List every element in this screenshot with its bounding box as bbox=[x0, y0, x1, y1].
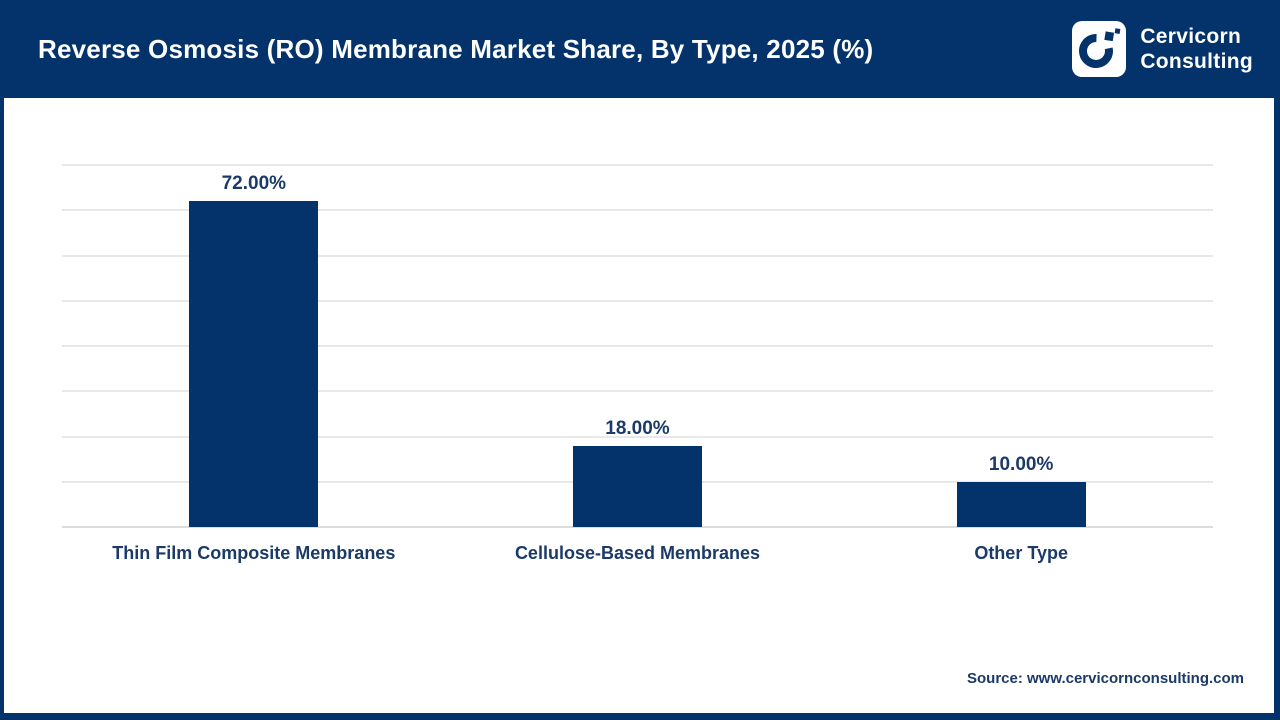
bar-value-label: 18.00% bbox=[605, 417, 670, 439]
bar-group-cellulose-based: 18.00% Cellulose-Based Membranes bbox=[446, 165, 830, 563]
page-title: Reverse Osmosis (RO) Membrane Market Sha… bbox=[38, 33, 874, 64]
gridline bbox=[62, 254, 1213, 257]
bar-group-thin-film-composite: 72.00% Thin Film Composite Membranes bbox=[62, 165, 446, 563]
cervicorn-logo-icon bbox=[1072, 21, 1127, 77]
gridline bbox=[62, 345, 1213, 347]
category-label-cellulose-based: Cellulose-Based Membranes bbox=[514, 543, 761, 563]
plot-area: 72.00% Thin Film Composite Membranes 18.… bbox=[62, 164, 1213, 563]
gridline bbox=[62, 435, 1213, 438]
bar-group-other-type: 10.00% Other Type bbox=[829, 165, 1213, 563]
bar-value-label: 10.00% bbox=[988, 453, 1054, 475]
bar-value-label: 72.00% bbox=[221, 173, 287, 195]
source-note: Source: www.cervicornconsulting.com bbox=[966, 670, 1244, 687]
bar-thin-film-composite bbox=[189, 201, 319, 527]
gridline bbox=[62, 209, 1213, 212]
gridline bbox=[62, 526, 1213, 528]
category-label-thin-film-composite: Thin Film Composite Membranes bbox=[112, 543, 396, 563]
bar-other-type bbox=[956, 481, 1086, 527]
header-bar: Reverse Osmosis (RO) Membrane Market Sha… bbox=[4, 0, 1274, 98]
brand-name-line1: Cervicorn bbox=[1140, 25, 1242, 48]
brand-name: Cervicorn Consulting bbox=[1140, 24, 1253, 74]
gridline bbox=[62, 164, 1213, 166]
category-label-other-type: Other Type bbox=[974, 543, 1068, 563]
brand-name-line2: Consulting bbox=[1140, 50, 1253, 73]
gridline bbox=[62, 299, 1213, 302]
brand-logo: Cervicorn Consulting bbox=[1072, 0, 1253, 98]
bar-cellulose-based bbox=[572, 445, 702, 527]
gridline bbox=[62, 390, 1213, 393]
